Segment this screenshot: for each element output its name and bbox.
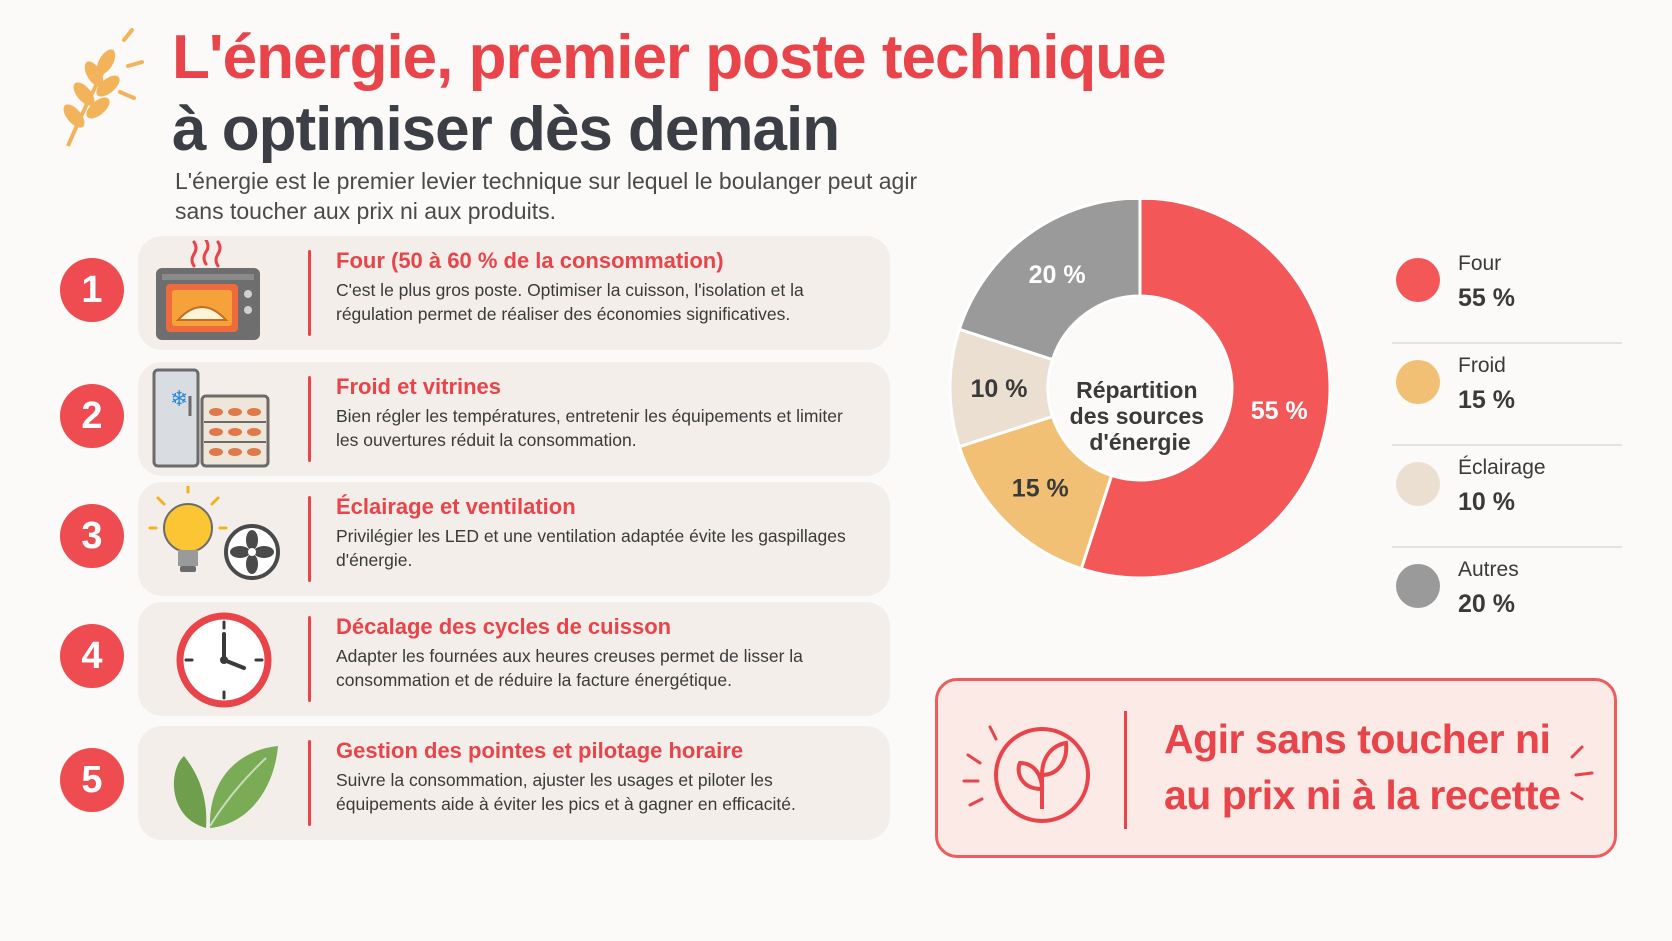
legend-label: Froid — [1458, 354, 1506, 377]
lever-title: Gestion des pointes et pilotage horaire — [336, 738, 744, 763]
lever-item-cold: 2 ❄ Froid et vitrines Bien régler les te… — [60, 362, 890, 476]
clock-icon — [176, 612, 272, 708]
legend-value: 15 % — [1458, 386, 1515, 414]
donut-label-0: 55 % — [1251, 397, 1308, 425]
donut-label-1: 15 % — [1012, 475, 1069, 503]
lever-number: 4 — [60, 624, 124, 688]
lever-title: Froid et vitrines — [336, 374, 502, 399]
lever-card — [138, 236, 890, 350]
lever-item-oven: 1 Four (50 à 60 % de la consommation) C'… — [60, 236, 890, 350]
donut-label-2: 10 % — [971, 375, 1028, 403]
lever-item-peaks: 5 Gestion des pointes et pilotage horair… — [60, 726, 890, 840]
lever-title: Four (50 à 60 % de la consommation) — [336, 248, 724, 273]
legend-item-autres: Autres 20 % — [1392, 548, 1622, 650]
page-title: L'énergie, premier poste technique à opt… — [172, 22, 1167, 166]
lever-number: 5 — [60, 748, 124, 812]
lever-title: Éclairage et ventilation — [336, 494, 576, 519]
legend-swatch — [1396, 360, 1440, 404]
wheat-logo-icon — [63, 28, 144, 147]
legend-item-four: Four 55 % — [1392, 242, 1622, 344]
lever-divider — [308, 616, 311, 702]
legend-label: Éclairage — [1458, 456, 1546, 479]
legend-item-froid: Froid 15 % — [1392, 344, 1622, 446]
leaf-icon — [173, 746, 278, 828]
donut-slice-0 — [1079, 200, 1332, 580]
cta-line-2: au prix ni à la recette — [1164, 772, 1561, 818]
cta-text: Agir sans toucher ni au prix ni à la rec… — [1164, 711, 1584, 823]
lever-text: Bien régler les températures, entretenir… — [336, 406, 843, 450]
lever-divider — [308, 496, 311, 582]
title-line-1: L'énergie, premier poste technique — [172, 23, 1167, 92]
lever-text: C'est le plus gros poste. Optimiser la c… — [336, 280, 804, 324]
leaf-circle-icon — [962, 725, 1090, 823]
donut-slice-1 — [957, 414, 1114, 571]
lever-number: 1 — [60, 258, 124, 322]
donut-slice-3 — [957, 200, 1142, 362]
fridge-display-icon: ❄ — [152, 368, 270, 468]
lever-divider — [308, 250, 311, 336]
chart-center-title: Répartition des sources d'énergie — [1070, 377, 1211, 455]
lever-text: Adapter les fournées aux heures creuses … — [336, 646, 803, 690]
lever-item-lighting: 3 Éclairage et ventilation Privilégier l… — [60, 482, 890, 596]
lever-divider — [308, 376, 311, 462]
lever-number: 2 — [60, 384, 124, 448]
bulb-fan-icon — [148, 486, 280, 580]
legend-label: Autres — [1458, 558, 1519, 581]
oven-icon — [156, 240, 260, 340]
lever-item-cycles: 4 Décalage des cycles de cuisson Adapter… — [60, 602, 890, 716]
legend-swatch — [1396, 564, 1440, 608]
legend-value: 55 % — [1458, 284, 1515, 312]
cta-line-1: Agir sans toucher ni — [1164, 716, 1551, 762]
legend-item-eclairage: Éclairage 10 % — [1392, 446, 1622, 548]
legend-value: 20 % — [1458, 590, 1515, 618]
page-subtitle: L'énergie est le premier levier techniqu… — [175, 168, 918, 224]
lever-text: Privilégier les LED et une ventilation a… — [336, 526, 846, 570]
lever-text: Suivre la consommation, ajuster les usag… — [336, 770, 796, 814]
lever-number: 3 — [60, 504, 124, 568]
cta-box: Agir sans toucher ni au prix ni à la rec… — [935, 678, 1617, 858]
title-line-2: à optimiser dès demain — [172, 95, 840, 164]
chart-legend: Four 55 % Froid 15 % Éclairage 10 % Autr… — [1392, 242, 1622, 650]
sparkle-icon — [1570, 745, 1594, 801]
legend-swatch — [1396, 462, 1440, 506]
legend-swatch — [1396, 258, 1440, 302]
svg-text:❄: ❄ — [170, 387, 188, 412]
lever-divider — [308, 740, 311, 826]
cta-divider — [1124, 711, 1127, 829]
lever-title: Décalage des cycles de cuisson — [336, 614, 672, 639]
energy-donut-chart: 55 % 15 % 10 % 20 % Répartition des sources… — [948, 200, 1332, 580]
legend-label: Four — [1458, 252, 1502, 275]
donut-label-3: 20 % — [1029, 261, 1086, 289]
legend-value: 10 % — [1458, 488, 1515, 516]
